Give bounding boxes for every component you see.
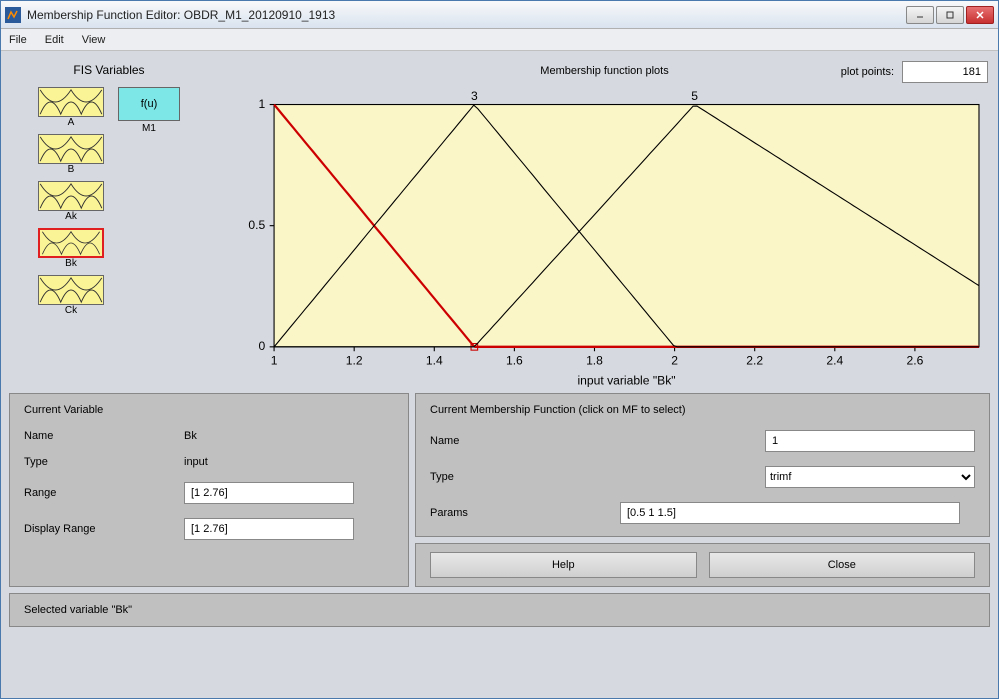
var-block-bk[interactable]	[38, 228, 104, 258]
minimize-button[interactable]	[906, 6, 934, 24]
svg-text:input variable "Bk": input variable "Bk"	[577, 373, 675, 387]
svg-text:1.4: 1.4	[426, 353, 443, 367]
app-window: Membership Function Editor: OBDR_M1_2012…	[0, 0, 999, 699]
help-button[interactable]: Help	[430, 552, 697, 578]
var-grid: A B Ak Bk Ck f(u) M1	[38, 87, 180, 322]
svg-text:2: 2	[671, 353, 678, 367]
status-panel: Selected variable "Bk"	[9, 593, 990, 627]
cmf-params-input[interactable]	[620, 502, 960, 524]
titlebar: Membership Function Editor: OBDR_M1_2012…	[1, 1, 998, 29]
var-block-b[interactable]	[38, 134, 104, 164]
cv-disprange-input[interactable]	[184, 518, 354, 540]
svg-text:3: 3	[471, 89, 478, 103]
panels-row: Current Variable NameBk Typeinput Range …	[9, 393, 990, 587]
button-panel: Help Close	[415, 543, 990, 587]
fis-sidebar: FIS Variables A B Ak Bk Ck f(u) M1	[9, 57, 209, 387]
svg-text:1.6: 1.6	[506, 353, 523, 367]
output-vars-column: f(u) M1	[118, 87, 180, 134]
svg-text:1: 1	[259, 97, 266, 111]
status-text: Selected variable "Bk"	[24, 604, 132, 616]
var-label-bk: Bk	[65, 258, 77, 269]
plot-area: plot points: Membership function plots 0…	[219, 57, 990, 387]
maximize-button[interactable]	[936, 6, 964, 24]
cv-type: input	[184, 456, 208, 468]
cmf-type-select[interactable]: trimf	[765, 466, 975, 488]
svg-text:2.6: 2.6	[906, 353, 923, 367]
input-vars-column: A B Ak Bk Ck	[38, 87, 104, 322]
plot-canvas[interactable]: 0 0.5 1 1 1.2 1.4 1.6 1.8 2 2.2 2.4 2.6 3 5 input vari…	[219, 81, 990, 392]
lower-area: Current Variable NameBk Typeinput Range …	[9, 393, 990, 690]
cv-range-input[interactable]	[184, 482, 354, 504]
menu-edit[interactable]: Edit	[45, 34, 64, 46]
var-block-a[interactable]	[38, 87, 104, 117]
svg-text:2.2: 2.2	[746, 353, 763, 367]
svg-text:0.5: 0.5	[248, 218, 265, 232]
current-mf-panel: Current Membership Function (click on MF…	[415, 393, 990, 537]
cmf-params-label: Params	[430, 507, 580, 519]
cmf-title: Current Membership Function (click on MF…	[430, 404, 975, 416]
svg-text:5: 5	[691, 89, 698, 103]
cv-type-label: Type	[24, 456, 184, 468]
cv-name: Bk	[184, 430, 197, 442]
cv-disprange-label: Display Range	[24, 523, 184, 535]
close-window-button[interactable]	[966, 6, 994, 24]
close-button[interactable]: Close	[709, 552, 976, 578]
var-block-ck[interactable]	[38, 275, 104, 305]
window-buttons	[906, 6, 994, 24]
current-variable-panel: Current Variable NameBk Typeinput Range …	[9, 393, 409, 587]
var-label-ck: Ck	[65, 305, 77, 316]
menubar: File Edit View	[1, 29, 998, 51]
menu-view[interactable]: View	[82, 34, 106, 46]
svg-text:1: 1	[271, 353, 278, 367]
output-label: M1	[142, 123, 156, 134]
cv-range-label: Range	[24, 487, 184, 499]
output-fu-block[interactable]: f(u)	[118, 87, 180, 121]
fis-header: FIS Variables	[73, 57, 144, 87]
var-label-ak: Ak	[65, 211, 77, 222]
cmf-name-label: Name	[430, 435, 580, 447]
cv-title: Current Variable	[24, 404, 394, 416]
menu-file[interactable]: File	[9, 34, 27, 46]
cmf-name-input[interactable]	[765, 430, 975, 452]
svg-text:0: 0	[259, 339, 266, 353]
upper-area: FIS Variables A B Ak Bk Ck f(u) M1 plot poin…	[9, 57, 990, 387]
plot-title: Membership function plots	[219, 65, 990, 77]
var-block-ak[interactable]	[38, 181, 104, 211]
window-title: Membership Function Editor: OBDR_M1_2012…	[27, 8, 906, 22]
svg-text:1.8: 1.8	[586, 353, 603, 367]
content: FIS Variables A B Ak Bk Ck f(u) M1 plot poin…	[1, 51, 998, 698]
var-label-a: A	[68, 117, 75, 128]
cv-name-label: Name	[24, 430, 184, 442]
var-label-b: B	[68, 164, 75, 175]
app-icon	[5, 7, 21, 23]
cmf-type-label: Type	[430, 471, 580, 483]
svg-text:1.2: 1.2	[346, 353, 363, 367]
svg-text:2.4: 2.4	[826, 353, 843, 367]
